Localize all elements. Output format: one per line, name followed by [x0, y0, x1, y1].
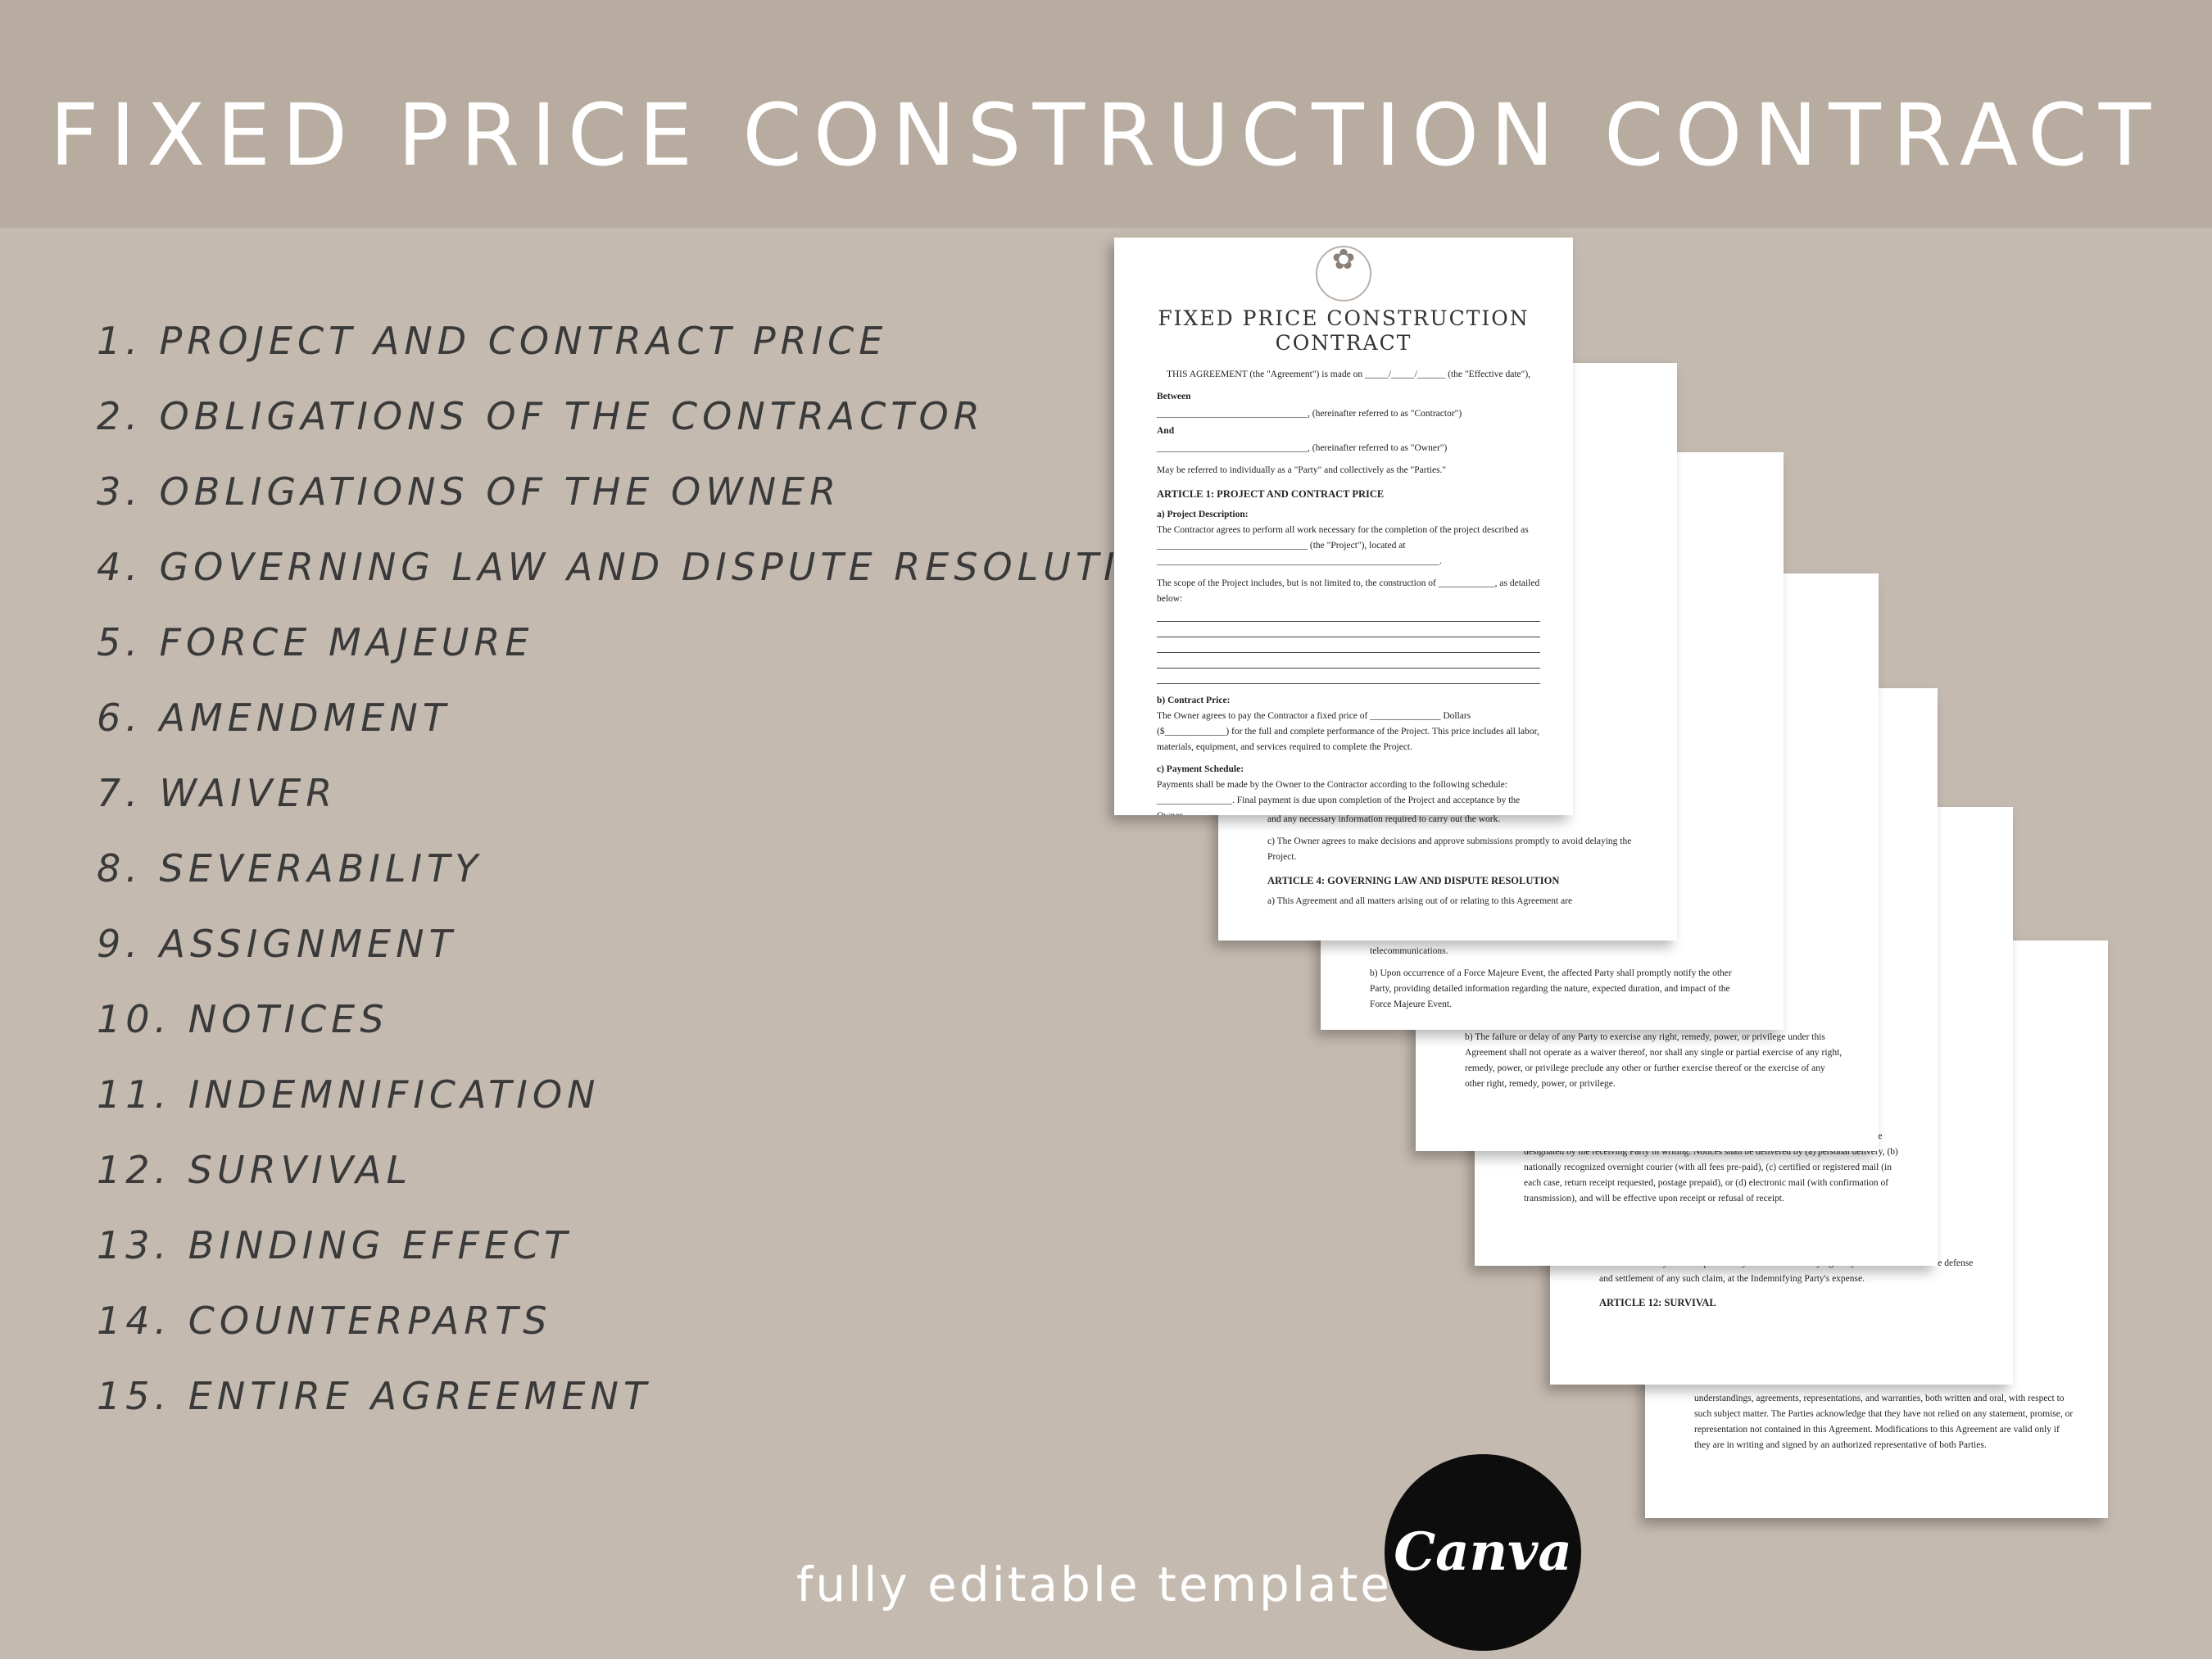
and-label: And — [1157, 426, 1175, 436]
project-description-label: a) Project Description: — [1157, 510, 1249, 519]
contents-item: 9. ASSIGNMENT — [97, 922, 457, 966]
contract-price-label: b) Contract Price: — [1157, 696, 1231, 705]
contents-item: 4. GOVERNING LAW AND DISPUTE RESOLUTION — [97, 545, 1188, 589]
document-page-front: FIXED PRICE CONSTRUCTION CONTRACT THIS A… — [1114, 238, 1573, 815]
contents-item: 6. AMENDMENT — [97, 696, 451, 740]
page-text: understandings, agreements, representati… — [1694, 1394, 2074, 1450]
tagline: fully editable template! — [796, 1557, 1414, 1612]
contents-item: 8. SEVERABILITY — [97, 846, 483, 891]
payment-schedule-label: c) Payment Schedule: — [1157, 764, 1244, 774]
blank-line — [1157, 609, 1540, 622]
between-label: Between — [1157, 392, 1191, 401]
owner-line: ________________________________, (herei… — [1157, 443, 1448, 453]
page-text: telecommunications. — [1370, 946, 1448, 956]
canva-badge: Canva — [1385, 1454, 1581, 1651]
blank-line — [1157, 640, 1540, 653]
canva-logo: Canva — [1394, 1521, 1572, 1583]
flower-logo-icon — [1316, 246, 1371, 301]
page-text: c) The Owner agrees to make decisions an… — [1267, 836, 1632, 862]
blank-line — [1157, 655, 1540, 669]
contents-item: 5. FORCE MAJEURE — [97, 620, 534, 664]
contents-item: 11. INDEMNIFICATION — [97, 1072, 601, 1117]
article-heading: ARTICLE 4: GOVERNING LAW AND DISPUTE RES… — [1267, 875, 1560, 886]
title-banner — [0, 0, 2212, 228]
contents-item: 13. BINDING EFFECT — [97, 1223, 573, 1267]
contents-item: 1. PROJECT AND CONTRACT PRICE — [97, 319, 888, 363]
article-heading: ARTICLE 12: SURVIVAL — [1599, 1297, 1716, 1308]
contents-item: 2. OBLIGATIONS OF THE CONTRACTOR — [97, 394, 985, 438]
document-title: FIXED PRICE CONSTRUCTION CONTRACT — [1158, 306, 1530, 355]
contents-item: 10. NOTICES — [97, 997, 389, 1041]
contents-item: 15. ENTIRE AGREEMENT — [97, 1374, 652, 1418]
contents-item: 12. SURVIVAL — [97, 1148, 413, 1192]
project-description-text: The Contractor agrees to perform all wor… — [1157, 525, 1529, 566]
contract-price-text: The Owner agrees to pay the Contractor a… — [1157, 711, 1539, 752]
contents-list: 1. PROJECT AND CONTRACT PRICE 2. OBLIGAT… — [97, 303, 1187, 1434]
page-text: b) Upon occurrence of a Force Majeure Ev… — [1370, 968, 1732, 1009]
page-text: a) This Agreement and all matters arisin… — [1267, 896, 1573, 906]
contents-item: 14. COUNTERPARTS — [97, 1299, 552, 1343]
contents-item: 7. WAIVER — [97, 771, 338, 815]
blank-line — [1157, 671, 1540, 684]
payment-schedule-text: Payments shall be made by the Owner to t… — [1157, 780, 1521, 815]
contractor-line: ________________________________, (herei… — [1157, 409, 1462, 419]
parties-note: May be referred to individually as a "Pa… — [1157, 465, 1447, 475]
page-text: b) The failure or delay of any Party to … — [1465, 1032, 1843, 1089]
banner-title: FIXED PRICE CONSTRUCTION CONTRACT — [49, 85, 2163, 185]
page-text: and any necessary information required t… — [1267, 814, 1501, 824]
blank-line — [1157, 624, 1540, 637]
article-heading: ARTICLE 1: PROJECT AND CONTRACT PRICE — [1157, 488, 1385, 500]
agreement-intro: THIS AGREEMENT (the "Agreement") is made… — [1166, 369, 1531, 379]
scope-text: The scope of the Project includes, but i… — [1157, 578, 1540, 604]
contents-item: 3. OBLIGATIONS OF THE OWNER — [97, 469, 841, 514]
